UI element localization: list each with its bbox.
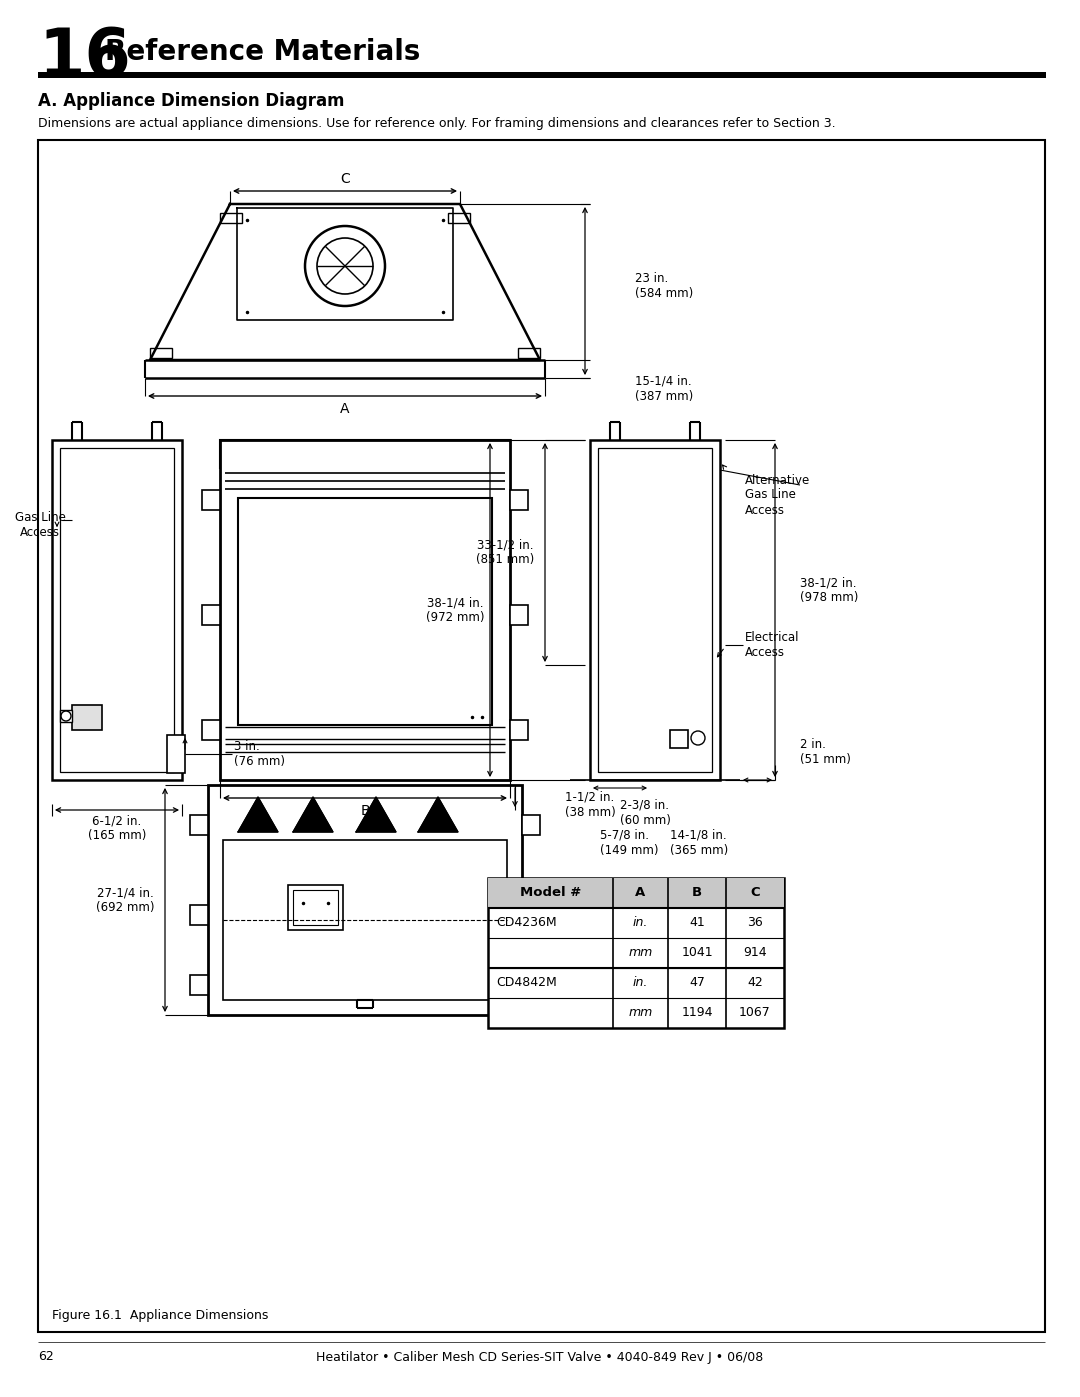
Text: in.: in.: [633, 977, 648, 989]
Bar: [220, 440, 510, 780]
Text: 15-1/4 in.
(387 mm): 15-1/4 in. (387 mm): [635, 374, 693, 402]
Text: 36: 36: [747, 916, 762, 929]
Bar: [238, 497, 492, 725]
Bar: [220, 212, 242, 224]
Bar: [190, 905, 208, 925]
Bar: [38, 140, 1045, 1331]
Text: 42: 42: [747, 977, 762, 989]
Bar: [202, 719, 220, 740]
Text: C: C: [751, 887, 760, 900]
Text: Dimensions are actual appliance dimensions. Use for reference only. For framing : Dimensions are actual appliance dimensio…: [38, 117, 836, 130]
Bar: [448, 212, 470, 224]
Bar: [510, 605, 528, 624]
Text: 38-1/4 in.
(972 mm): 38-1/4 in. (972 mm): [426, 597, 484, 624]
Polygon shape: [418, 798, 458, 833]
Text: 6-1/2 in.
(165 mm): 6-1/2 in. (165 mm): [87, 814, 146, 842]
Bar: [670, 731, 688, 747]
Text: B: B: [361, 805, 369, 819]
Text: 1041: 1041: [681, 947, 713, 960]
Text: 47: 47: [689, 977, 705, 989]
Bar: [293, 890, 338, 925]
Bar: [222, 840, 507, 1000]
Text: 23 in.
(584 mm): 23 in. (584 mm): [635, 272, 693, 300]
Bar: [288, 886, 343, 930]
Polygon shape: [238, 798, 278, 833]
Bar: [150, 348, 172, 358]
Bar: [518, 348, 540, 358]
Text: 16: 16: [38, 25, 131, 91]
Text: 1194: 1194: [681, 1006, 713, 1020]
Bar: [60, 448, 174, 773]
Text: Figure 16.1  Appliance Dimensions: Figure 16.1 Appliance Dimensions: [52, 1309, 268, 1323]
Polygon shape: [293, 798, 333, 833]
Bar: [52, 440, 183, 780]
Polygon shape: [356, 798, 396, 833]
Text: 41: 41: [689, 916, 705, 929]
Bar: [510, 490, 528, 510]
Bar: [202, 605, 220, 624]
Bar: [510, 719, 528, 740]
Text: 27-1/4 in.
(692 mm): 27-1/4 in. (692 mm): [96, 886, 154, 914]
Bar: [220, 440, 510, 468]
Text: 2 in.
(51 mm): 2 in. (51 mm): [800, 738, 851, 766]
Bar: [590, 440, 720, 780]
Bar: [522, 905, 540, 925]
Text: 5-7/8 in.
(149 mm): 5-7/8 in. (149 mm): [600, 828, 659, 856]
Text: mm: mm: [629, 1006, 652, 1020]
Text: Heatilator • Caliber Mesh CD Series-SIT Valve • 4040-849 Rev J • 06/08: Heatilator • Caliber Mesh CD Series-SIT …: [316, 1351, 764, 1363]
Text: Gas Line
Access: Gas Line Access: [14, 511, 66, 539]
Bar: [190, 975, 208, 995]
Bar: [60, 710, 72, 722]
Text: A. Appliance Dimension Diagram: A. Appliance Dimension Diagram: [38, 92, 345, 110]
Text: CD4236M: CD4236M: [496, 916, 556, 929]
Bar: [167, 735, 185, 773]
Text: 38-1/2 in.
(978 mm): 38-1/2 in. (978 mm): [800, 576, 859, 604]
Text: 1067: 1067: [739, 1006, 771, 1020]
Bar: [202, 490, 220, 510]
Text: A: A: [635, 887, 646, 900]
Text: CD4842M: CD4842M: [496, 977, 557, 989]
Text: mm: mm: [629, 947, 652, 960]
Bar: [190, 814, 208, 835]
Bar: [208, 785, 522, 1016]
Bar: [488, 877, 784, 1028]
Text: Electrical
Access: Electrical Access: [745, 631, 799, 659]
Text: 1-1/2 in.
(38 mm): 1-1/2 in. (38 mm): [565, 791, 616, 819]
Bar: [522, 814, 540, 835]
Bar: [598, 448, 712, 773]
Text: B: B: [692, 887, 702, 900]
Text: C: C: [340, 172, 350, 186]
Text: A: A: [340, 402, 350, 416]
Text: 2-3/8 in.
(60 mm): 2-3/8 in. (60 mm): [620, 799, 671, 827]
Bar: [488, 877, 784, 908]
Text: 914: 914: [743, 947, 767, 960]
Text: Reference Materials: Reference Materials: [105, 38, 420, 66]
Text: Model #: Model #: [519, 887, 581, 900]
Text: 14-1/8 in.
(365 mm): 14-1/8 in. (365 mm): [670, 828, 728, 856]
Text: 33-1/2 in.
(851 mm): 33-1/2 in. (851 mm): [476, 538, 535, 567]
Text: 62: 62: [38, 1351, 54, 1363]
Text: in.: in.: [633, 916, 648, 929]
Bar: [38, 73, 1047, 78]
Bar: [72, 705, 102, 731]
Bar: [522, 975, 540, 995]
Text: Alternative
Gas Line
Access: Alternative Gas Line Access: [745, 474, 810, 517]
Text: 3 in.
(76 mm): 3 in. (76 mm): [234, 740, 285, 768]
